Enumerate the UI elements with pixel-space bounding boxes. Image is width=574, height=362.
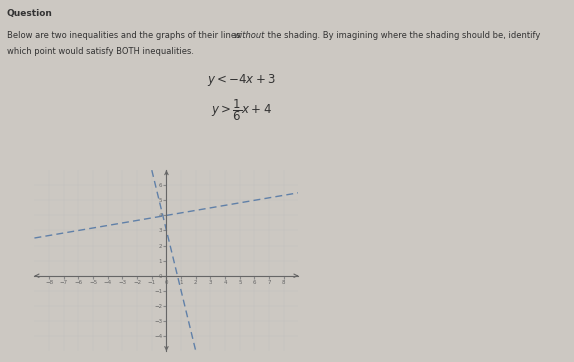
Text: $y > \dfrac{1}{6}x + 4$: $y > \dfrac{1}{6}x + 4$ <box>211 98 272 123</box>
Text: the shading. By imagining where the shading should be, identify: the shading. By imagining where the shad… <box>265 31 540 40</box>
Text: $y < -4x + 3$: $y < -4x + 3$ <box>207 72 276 88</box>
Text: Question: Question <box>7 9 53 18</box>
Text: without: without <box>234 31 265 40</box>
Text: Below are two inequalities and the graphs of their lines: Below are two inequalities and the graph… <box>7 31 243 40</box>
Text: which point would satisfy BOTH inequalities.: which point would satisfy BOTH inequalit… <box>7 47 194 56</box>
